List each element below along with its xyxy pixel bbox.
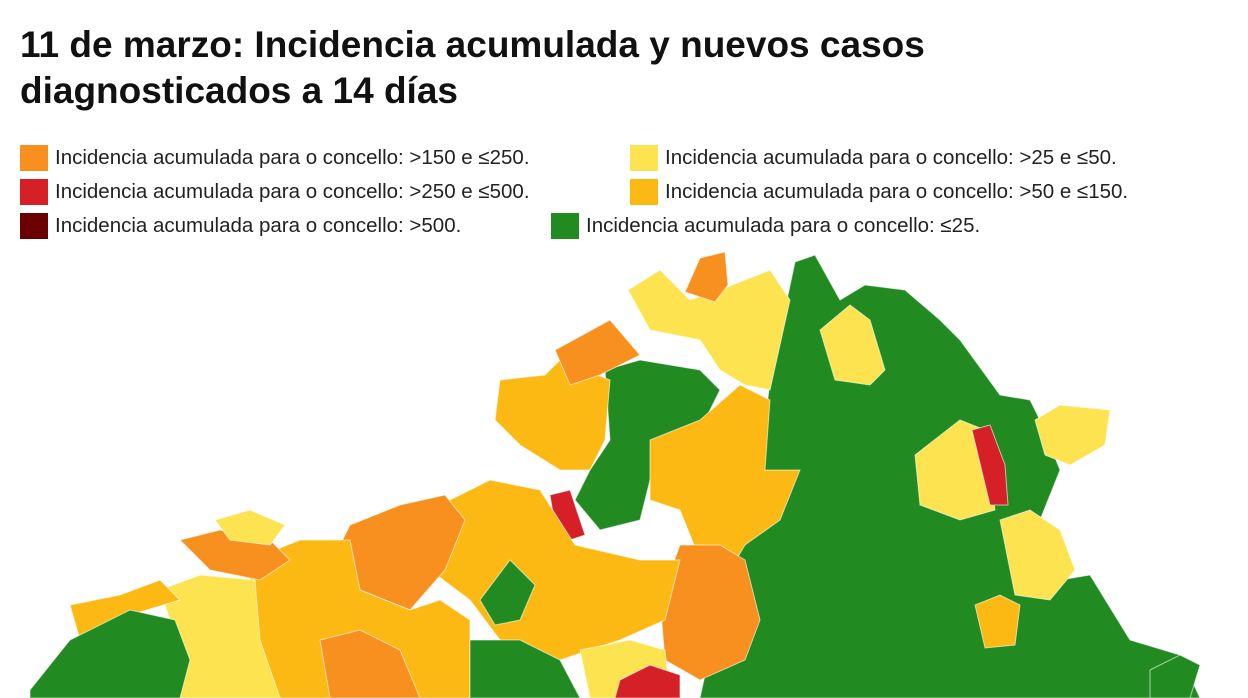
legend-label: Incidencia acumulada para o concello: >5… — [665, 180, 1129, 203]
legend-item-250-500: Incidencia acumulada para o concello: >2… — [20, 179, 530, 205]
legend-swatch — [630, 145, 658, 171]
region-orange[interactable] — [319, 629, 421, 698]
region-orange[interactable] — [554, 319, 641, 386]
legend-swatch — [20, 213, 48, 239]
region-yellow[interactable] — [1034, 404, 1111, 466]
region-yellow[interactable] — [819, 304, 886, 386]
legend-item-under-25: Incidencia acumulada para o concello: ≤2… — [551, 213, 980, 239]
legend-swatch — [551, 213, 579, 239]
region-green[interactable] — [479, 559, 536, 626]
legend-item-25-50: Incidencia acumulada para o concello: >2… — [630, 145, 1117, 171]
legend-label: Incidencia acumulada para o concello: >5… — [55, 214, 462, 237]
legend-item-over-500: Incidencia acumulada para o concello: >5… — [20, 213, 461, 239]
region-green[interactable] — [469, 639, 581, 698]
choropleth-map — [29, 251, 1201, 698]
region-yellow[interactable] — [627, 269, 791, 391]
region-orange[interactable] — [684, 251, 729, 303]
region-green[interactable] — [1149, 654, 1201, 698]
region-yellow[interactable] — [999, 509, 1076, 601]
region-red[interactable] — [971, 424, 1009, 506]
region-green[interactable] — [29, 609, 191, 698]
legend-label: Incidencia acumulada para o concello: >2… — [665, 146, 1117, 169]
region-amber[interactable] — [974, 594, 1021, 649]
legend-item-50-150: Incidencia acumulada para o concello: >5… — [630, 179, 1128, 205]
legend-swatch — [630, 179, 658, 205]
legend-label: Incidencia acumulada para o concello: ≤2… — [586, 214, 981, 237]
region-yellow[interactable] — [214, 509, 286, 546]
region-yellow[interactable] — [914, 419, 996, 521]
region-amber[interactable] — [494, 359, 611, 471]
legend-swatch — [20, 145, 48, 171]
legend-item-150-250: Incidencia acumulada para o concello: >1… — [20, 145, 530, 171]
legend-swatch — [20, 179, 48, 205]
legend-label: Incidencia acumulada para o concello: >2… — [55, 180, 530, 203]
region-amber[interactable] — [649, 384, 801, 571]
map-title: 11 de marzo: Incidencia acumulada y nuev… — [20, 24, 925, 111]
region-red[interactable] — [614, 664, 681, 698]
legend-label: Incidencia acumulada para o concello: >1… — [55, 146, 530, 169]
